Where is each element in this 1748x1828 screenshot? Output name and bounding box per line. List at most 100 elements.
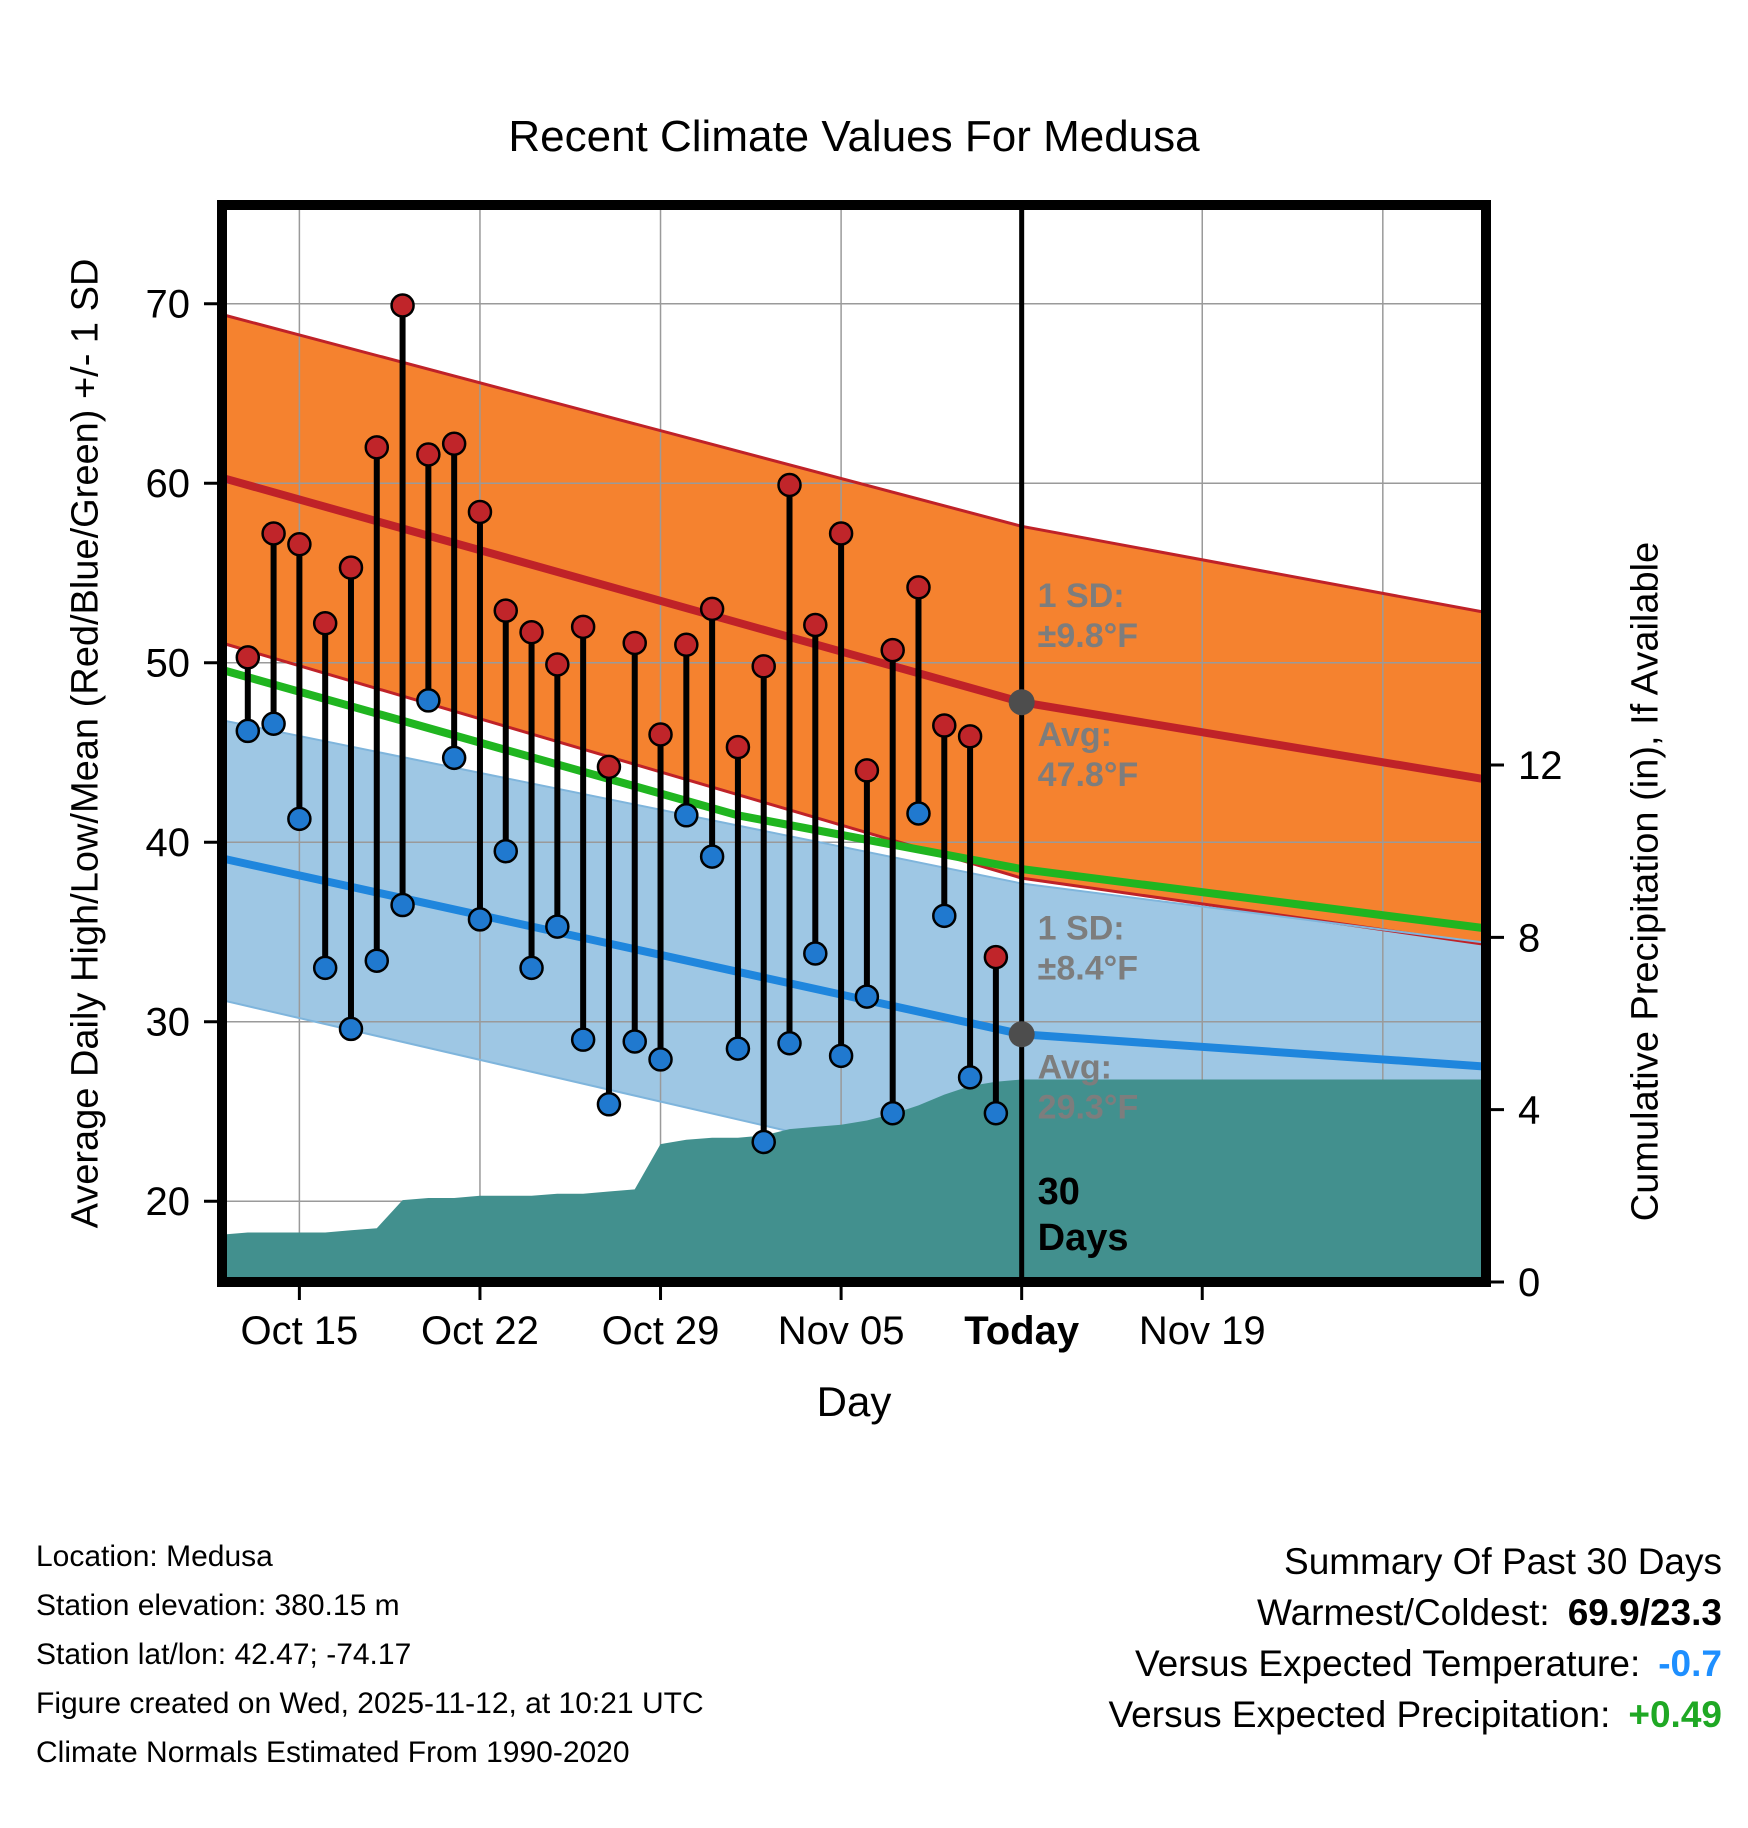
daily-high-marker [545, 652, 570, 677]
daily-high-marker [854, 758, 880, 783]
summary-temp-label: Versus Expected Temperature: [1134, 1643, 1641, 1684]
left-tick-label: 60 [146, 462, 191, 506]
left-tick-label: 30 [146, 1001, 191, 1045]
daily-high-marker [648, 722, 673, 747]
daily-low-marker [338, 1016, 364, 1042]
daily-high-marker [416, 442, 441, 467]
daily-high-marker [493, 598, 519, 623]
right-tick-label: 4 [1518, 1089, 1540, 1133]
left-tick-label: 50 [146, 642, 191, 686]
daily-low-marker [932, 903, 957, 929]
daily-high-marker [957, 724, 983, 749]
daily-high-low-lollipops [235, 293, 1009, 1155]
high-sd-value: ±9.8°F [1038, 617, 1138, 655]
plot-border [217, 200, 1491, 1287]
low-sd-label: 1 SD: [1038, 909, 1125, 947]
summary-warmest-row: Warmest/Coldest: 69.9/23.3 [1109, 1587, 1722, 1638]
x-axis-label: Day [816, 1378, 892, 1425]
daily-low-marker [570, 1027, 596, 1052]
station-info: Location: Medusa Station elevation: 380.… [36, 1532, 704, 1777]
daily-low-marker [699, 844, 725, 869]
daily-low-marker [674, 803, 699, 828]
daily-low-marker [957, 1065, 983, 1090]
daily-low-marker [596, 1092, 622, 1117]
daily-low-marker [390, 892, 415, 918]
daily-low-marker [493, 838, 519, 864]
left-tick-label: 70 [146, 283, 191, 327]
left-tick-label: 40 [146, 821, 191, 865]
station-elevation: Station elevation: 380.15 m [36, 1589, 400, 1622]
x-tick-label: Oct 22 [421, 1309, 539, 1353]
daily-low-marker [364, 948, 390, 973]
summary-temp-value: -0.7 [1658, 1643, 1722, 1684]
summary-warmest-label: Warmest/Coldest: [1257, 1592, 1550, 1633]
summary-precip-row: Versus Expected Precipitation: +0.49 [1109, 1689, 1722, 1740]
x-tick-label: Nov 19 [1139, 1309, 1266, 1353]
daily-low-marker [828, 1043, 854, 1069]
summary-temp-row: Versus Expected Temperature: -0.7 [1109, 1638, 1722, 1689]
daily-high-marker [467, 499, 493, 525]
x-tick-label: Nov 05 [778, 1309, 905, 1353]
daily-low-marker [441, 745, 467, 771]
daily-low-marker [803, 941, 828, 966]
figure-created: Figure created on Wed, 2025-11-12, at 10… [36, 1687, 704, 1720]
daily-low-marker [854, 984, 880, 1009]
chart-title: Recent Climate Values For Medusa [508, 112, 1200, 161]
daily-low-marker [648, 1047, 673, 1072]
high-avg-value: 47.8°F [1038, 756, 1139, 794]
right-tick-label: 0 [1518, 1261, 1540, 1305]
daily-high-marker [828, 521, 854, 546]
daily-high-marker [596, 754, 622, 780]
station-location: Location: Medusa [36, 1540, 273, 1573]
daily-low-marker [519, 955, 544, 981]
daily-low-marker [906, 801, 931, 826]
daily-high-marker [674, 632, 699, 658]
avg-high-dot [1008, 689, 1035, 716]
thirty-days-label: 30 [1038, 1171, 1080, 1213]
precipitation [222, 1079, 1486, 1282]
high-sd-label: 1 SD: [1038, 577, 1125, 615]
daily-high-marker [803, 612, 828, 638]
daily-low-marker [777, 1031, 802, 1056]
daily-high-marker [983, 944, 1009, 970]
daily-high-marker [287, 532, 312, 557]
daily-high-marker [390, 293, 415, 318]
daily-high-marker [880, 637, 905, 663]
station-latlon: Station lat/lon: 42.47; -74.17 [36, 1638, 412, 1671]
daily-low-marker [312, 955, 338, 981]
daily-high-marker [906, 575, 931, 600]
daily-high-marker [519, 619, 544, 645]
summary-precip-value: +0.49 [1628, 1694, 1722, 1735]
daily-high-marker [622, 630, 647, 656]
axis-ticks: 20 30 40 50 60 70 0 4 8 12 Oct 15 Oct 22 Oct 29 Nov 0… [146, 283, 1563, 1353]
right-tick-label: 8 [1518, 916, 1540, 960]
daily-high-marker [235, 645, 261, 670]
normals-source: Climate Normals Estimated From 1990-2020 [36, 1736, 630, 1769]
low-sd-value: ±8.4°F [1038, 949, 1138, 987]
summary-precip-label: Versus Expected Precipitation: [1108, 1694, 1611, 1735]
daily-high-marker [570, 614, 596, 640]
daily-low-marker [261, 711, 286, 737]
daily-low-marker [416, 688, 441, 713]
daily-low-marker [880, 1101, 905, 1126]
daily-high-marker [338, 555, 364, 580]
x-tick-label: Oct 15 [240, 1309, 358, 1353]
cumulative-precip-area [222, 1079, 1486, 1282]
daily-high-marker [261, 521, 286, 546]
high-temp-band [222, 314, 1486, 945]
low-avg-value: 29.3°F [1038, 1088, 1139, 1126]
x-tick-label: Today [964, 1309, 1080, 1353]
daily-high-marker [751, 654, 776, 679]
x-tick-label: Oct 29 [602, 1309, 720, 1353]
summary-warmest-value: 69.9/23.3 [1567, 1592, 1722, 1633]
daily-low-marker [545, 914, 570, 939]
low-avg-label: Avg: [1038, 1048, 1112, 1086]
daily-high-marker [777, 472, 802, 498]
daily-high-marker [699, 596, 725, 622]
daily-low-marker [467, 907, 493, 932]
high-avg-label: Avg: [1038, 716, 1112, 754]
daily-low-marker [983, 1101, 1009, 1126]
